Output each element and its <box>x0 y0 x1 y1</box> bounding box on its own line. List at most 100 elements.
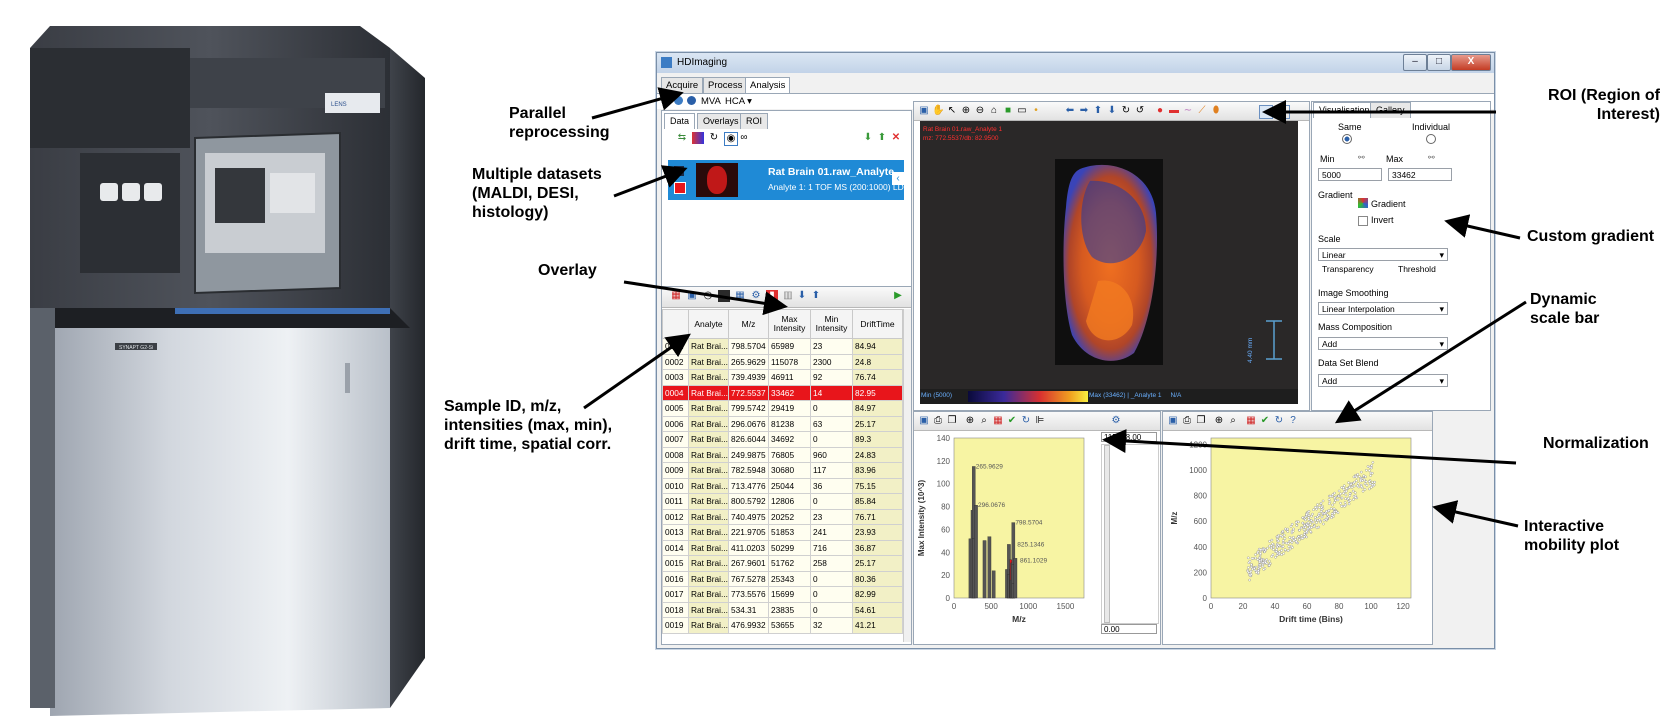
clock-icon[interactable]: ◷ <box>703 290 713 301</box>
table-row[interactable]: 0010 Rat Brai... 713.4776 25044 36 75.15 <box>662 477 903 494</box>
spectrum-settings-icon[interactable]: ⚙ <box>1111 415 1121 426</box>
settings-icon[interactable]: ⚙ <box>751 290 761 301</box>
table-row[interactable]: 0008 Rat Brai... 249.9875 76805 960 24.83 <box>662 446 903 463</box>
mobility-help-icon[interactable]: ? <box>1290 415 1296 426</box>
rotate-icon[interactable]: ↻ <box>709 132 719 143</box>
eye-icon[interactable]: ◉ <box>724 132 738 146</box>
save-image-icon[interactable]: ▣ <box>919 105 929 116</box>
max-input[interactable]: 33462 <box>1388 168 1452 181</box>
scale-select[interactable]: Linear <box>1318 248 1448 262</box>
mobility-refresh-icon[interactable]: ↻ <box>1274 415 1284 426</box>
image-icon[interactable] <box>718 290 730 302</box>
mobility-zoom-icon[interactable]: ⊕ <box>1214 415 1224 426</box>
table-row[interactable]: 0016 Rat Brai... 767.5278 25343 0 80.36 <box>662 570 903 587</box>
mobility-print-icon[interactable]: ⎙ <box>1183 415 1191 426</box>
arrow-right-icon[interactable]: ➡ <box>1079 105 1089 116</box>
tab-analysis[interactable]: Analysis <box>745 77 791 95</box>
spectrum-search-icon[interactable]: ⌕ <box>981 415 987 426</box>
link-max-icon[interactable]: ⚯ <box>1428 153 1435 162</box>
table-row[interactable]: 0012 Rat Brai... 740.4975 20252 23 76.71 <box>662 508 903 525</box>
spectrum-chart[interactable]: 0 20 40 60 80 100 120 140 0 500 1000 1500 265.9629 29… <box>914 430 1098 642</box>
export-icon[interactable]: ▦ <box>671 290 681 301</box>
gradient-button[interactable]: Gradient <box>1371 199 1406 209</box>
tab-process[interactable]: Process <box>703 77 748 94</box>
tab-acquire[interactable]: Acquire <box>661 77 704 94</box>
home-icon[interactable]: ⌂ <box>990 105 998 116</box>
tab-gallery[interactable]: Gallery <box>1370 102 1411 118</box>
normalization-icon[interactable]: ⊫ <box>1035 415 1045 426</box>
sort-down-icon[interactable]: ⬇ <box>797 290 807 301</box>
copy-icon[interactable]: ❐ <box>947 415 957 426</box>
same-radio[interactable] <box>1342 134 1352 144</box>
move-up-icon[interactable]: ⬆ <box>877 132 887 143</box>
columns-icon[interactable]: ▥ <box>783 290 793 301</box>
intensity-slider[interactable] <box>1101 444 1159 624</box>
dataset-visible-icon[interactable] <box>674 166 684 176</box>
dataset-row[interactable]: Rat Brain 01.raw_Analyte Analyte 1: 1 TO… <box>668 160 909 200</box>
table-row[interactable]: 0006 Rat Brai... 296.0676 81238 63 25.17 <box>662 415 903 432</box>
mobility-copy-icon[interactable]: ❐ <box>1196 415 1206 426</box>
close-button[interactable]: X <box>1451 54 1491 71</box>
reprocess-icon[interactable] <box>674 96 683 105</box>
remove-dataset-icon[interactable]: ✕ <box>891 132 901 143</box>
arrow-left-icon[interactable]: ⬅ <box>1065 105 1075 116</box>
table-row[interactable]: 0013 Rat Brai... 221.9705 51853 241 23.93 <box>662 524 903 541</box>
roi-freehand-icon[interactable]: ∼ <box>1183 105 1193 116</box>
link-icon[interactable]: ∞ <box>740 132 748 143</box>
data-set-blend-select[interactable]: Add <box>1318 374 1448 388</box>
ion-image-viewer[interactable] <box>920 121 1298 404</box>
open-icon[interactable]: ⇆ <box>677 132 687 143</box>
pan-icon[interactable]: ✋ <box>932 105 945 116</box>
table-row[interactable]: 0011 Rat Brai... 800.5792 12806 0 85.84 <box>662 493 903 510</box>
table-row[interactable]: 0005 Rat Brai... 799.5742 29419 0 84.97 <box>662 400 903 417</box>
maximize-button[interactable]: □ <box>1427 54 1451 71</box>
dataset-color-swatch[interactable] <box>674 182 686 194</box>
spectrum-zoom-icon[interactable]: ⊕ <box>965 415 975 426</box>
refresh-icon[interactable]: ↻ <box>1021 415 1031 426</box>
save-icon[interactable]: ▣ <box>687 290 697 301</box>
hca-menu[interactable]: HCA ▾ <box>725 96 752 107</box>
gradient-picker-icon[interactable] <box>1358 198 1368 208</box>
arrow-down-icon[interactable]: ⬇ <box>1107 105 1117 116</box>
zoom-in-icon[interactable]: ⊕ <box>961 105 971 116</box>
table-row[interactable]: 0002 Rat Brai... 265.9629 115078 2300 24.8 <box>662 353 903 370</box>
min-input[interactable]: 5000 <box>1318 168 1382 181</box>
color-map-icon[interactable] <box>692 132 704 144</box>
mobility-export-icon[interactable]: ▦ <box>1246 415 1256 426</box>
print-icon[interactable]: ⎙ <box>934 415 942 426</box>
roi-point-icon[interactable]: ● <box>1156 105 1164 116</box>
tab-roi[interactable]: ROI <box>740 113 769 129</box>
fit-icon[interactable]: ■ <box>1004 105 1012 116</box>
layout-icon[interactable] <box>1259 105 1273 119</box>
arrow-up-icon[interactable]: ⬆ <box>1093 105 1103 116</box>
save-spectrum-icon[interactable]: ▣ <box>919 415 929 426</box>
smoothing-select[interactable]: Linear Interpolation <box>1318 302 1448 316</box>
check-icon[interactable]: ✔ <box>1007 415 1017 426</box>
column-header-mz[interactable]: M/z <box>728 309 769 339</box>
mobility-chart[interactable]: 0 200 400 600 800 1000 1200 0 20 40 60 80 100 120 Drif… <box>1163 430 1429 642</box>
rotate-ccw-icon[interactable]: ↺ <box>1135 105 1145 116</box>
tab-visualisation[interactable]: Visualisation <box>1313 102 1376 118</box>
intensity-min-input[interactable]: 0.00 <box>1101 624 1157 634</box>
tab-data[interactable]: Data <box>664 113 696 129</box>
zoom-out-icon[interactable]: ⊖ <box>975 105 985 116</box>
overlay-icon[interactable]: ▮ <box>766 290 778 302</box>
table-row[interactable]: 0014 Rat Brai... 411.0203 50299 716 36.87 <box>662 539 903 556</box>
invert-checkbox[interactable] <box>1358 216 1368 226</box>
table-row[interactable]: 0003 Rat Brai... 739.4939 46911 92 76.74 <box>662 369 903 386</box>
roi-brush-icon[interactable]: ⬮ <box>1212 105 1220 116</box>
table-row[interactable]: 0015 Rat Brai... 267.9601 51762 258 25.17 <box>662 555 903 572</box>
column-header-drift-time[interactable]: DriftTime <box>852 309 903 339</box>
column-header-min-intensity[interactable]: Min Intensity <box>810 309 853 339</box>
info-icon[interactable] <box>687 96 696 105</box>
table-row[interactable]: 0004 Rat Brai... 772.5537 33462 14 82.95 <box>662 384 903 401</box>
grid-icon[interactable]: ▦ <box>735 290 745 301</box>
collapse-icon[interactable]: ‹ <box>892 172 904 185</box>
crop-icon[interactable]: ▭ <box>1017 105 1027 116</box>
intensity-max-input[interactable]: 115078.00 <box>1101 432 1157 442</box>
pointer-icon[interactable]: ↖ <box>947 105 957 116</box>
mobility-search-icon[interactable]: ⌕ <box>1230 415 1236 426</box>
table-row[interactable]: 0019 Rat Brai... 476.9932 53655 32 41.21 <box>662 617 903 634</box>
move-down-icon[interactable]: ⬇ <box>863 132 873 143</box>
individual-radio[interactable] <box>1426 134 1436 144</box>
